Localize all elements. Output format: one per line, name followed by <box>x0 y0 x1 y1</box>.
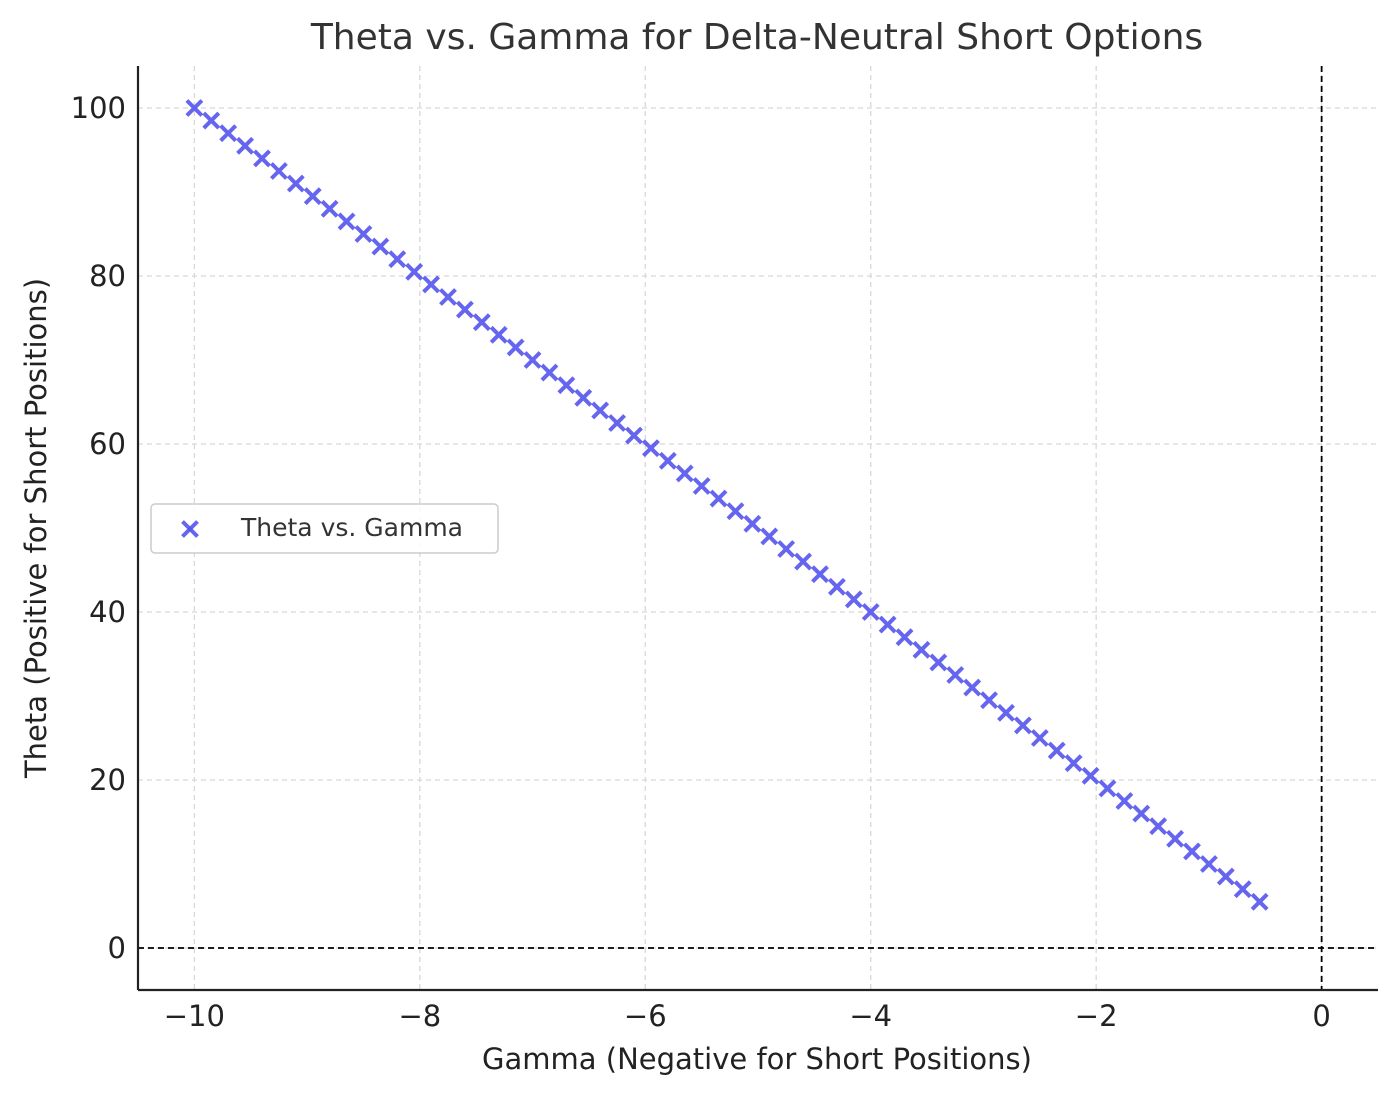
legend-box <box>150 503 499 554</box>
y-tick-label: 40 <box>89 595 126 629</box>
data-point <box>743 514 762 533</box>
data-point <box>794 552 813 571</box>
data-point <box>1115 792 1134 810</box>
axes <box>136 66 1378 992</box>
data-point <box>523 351 542 369</box>
data-point <box>1030 729 1049 747</box>
x-tick-label: −6 <box>624 999 667 1033</box>
data-point <box>980 691 999 710</box>
data-point <box>608 414 627 432</box>
data-point <box>219 124 238 143</box>
data-point <box>1098 779 1117 798</box>
data-point <box>574 388 593 407</box>
data-point <box>354 225 373 243</box>
data-point <box>709 489 728 508</box>
data-point <box>1199 855 1218 873</box>
y-tick-label: 80 <box>89 259 126 293</box>
y-tick-label: 100 <box>71 91 126 125</box>
data-point <box>1149 817 1168 836</box>
x-tick-label: −8 <box>398 999 441 1033</box>
data-point <box>963 678 982 697</box>
data-point <box>320 199 339 218</box>
x-tick-label: −10 <box>164 999 225 1033</box>
data-points <box>185 99 1269 911</box>
data-point <box>1183 842 1201 861</box>
data-point <box>455 300 474 319</box>
data-point <box>878 615 897 634</box>
data-point <box>895 628 914 647</box>
reference-lines <box>138 66 1378 990</box>
legend: Theta vs. Gamma <box>150 503 499 554</box>
data-point <box>658 451 677 470</box>
legend-label: Theta vs. Gamma <box>240 513 463 542</box>
data-point <box>303 187 322 206</box>
data-point <box>1166 829 1185 848</box>
legend-marker-x-icon <box>181 520 199 538</box>
x-axis-label: Gamma (Negative for Short Positions) <box>482 1042 1032 1076</box>
data-point <box>422 275 441 294</box>
data-point <box>1216 867 1235 886</box>
data-point <box>861 603 880 621</box>
chart-title: Theta vs. Gamma for Delta-Neutral Short … <box>310 17 1203 58</box>
y-tick-label: 0 <box>108 931 126 965</box>
data-point <box>1250 892 1269 911</box>
y-tick-label: 20 <box>89 763 126 797</box>
x-tick-label: 0 <box>1312 999 1330 1033</box>
data-point <box>388 250 407 269</box>
data-point <box>1132 804 1151 823</box>
data-point <box>185 99 204 117</box>
data-point <box>641 439 660 458</box>
data-point <box>811 565 829 584</box>
data-point <box>1081 766 1100 785</box>
data-point <box>253 149 271 168</box>
data-point <box>506 338 525 357</box>
data-point <box>997 703 1015 722</box>
data-point <box>692 477 711 495</box>
data-point <box>540 363 559 382</box>
data-point <box>472 313 491 332</box>
data-point <box>371 237 390 256</box>
data-point <box>286 174 305 193</box>
data-point <box>844 590 863 609</box>
data-point <box>1047 741 1066 760</box>
data-point <box>1013 716 1032 735</box>
data-point <box>557 376 576 395</box>
data-point <box>1233 880 1252 899</box>
y-axis-label: Theta (Positive for Short Positions) <box>19 278 53 779</box>
data-point <box>777 540 796 558</box>
y-tick-label: 60 <box>89 427 126 461</box>
tick-labels: −10 −8 −6 −4 −2 0 0 20 40 60 80 100 <box>71 91 1331 1033</box>
data-point <box>337 212 356 231</box>
data-point <box>591 401 610 420</box>
data-point <box>946 666 965 684</box>
data-point <box>827 577 846 596</box>
data-point <box>236 136 255 155</box>
data-point <box>760 527 779 546</box>
x-tick-label: −2 <box>1075 999 1118 1033</box>
data-point <box>912 640 931 659</box>
data-point <box>439 288 457 306</box>
data-point <box>489 325 508 344</box>
data-point <box>269 162 288 180</box>
data-point <box>202 111 221 130</box>
data-point <box>405 262 424 281</box>
data-point <box>726 502 745 521</box>
data-point <box>625 426 643 445</box>
x-tick-label: −4 <box>849 999 892 1033</box>
data-point <box>675 464 694 483</box>
data-point <box>929 653 948 672</box>
data-point <box>1064 754 1083 773</box>
